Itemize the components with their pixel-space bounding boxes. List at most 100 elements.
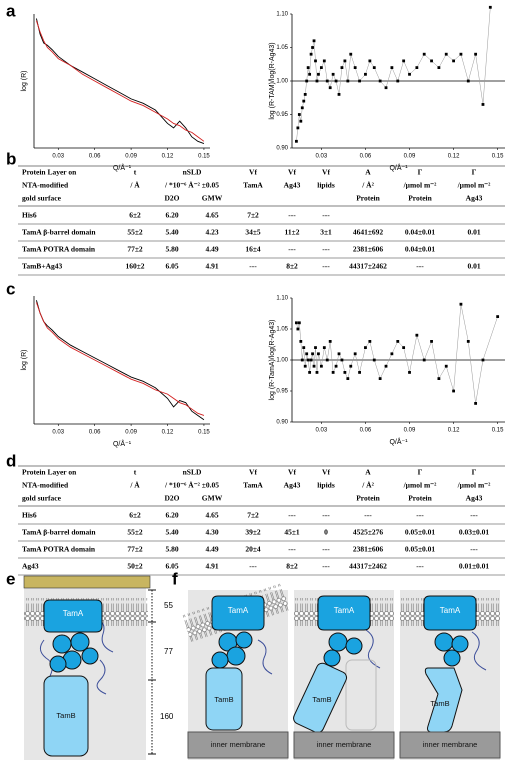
table-cell: TamA β-barrel domain bbox=[22, 228, 96, 237]
table-cell: 44317±2462 bbox=[349, 562, 387, 571]
point bbox=[299, 119, 303, 123]
table-cell: Ag43 bbox=[22, 562, 39, 571]
table-header: nSLD bbox=[183, 468, 202, 477]
point bbox=[325, 358, 329, 362]
point bbox=[300, 358, 304, 362]
table-header: Γ bbox=[472, 168, 477, 177]
tamb bbox=[205, 667, 243, 731]
table-header: Protein Layer on bbox=[22, 468, 77, 477]
point bbox=[430, 59, 433, 63]
point bbox=[306, 66, 310, 69]
x-tick-label: 0.12 bbox=[448, 154, 460, 160]
table-header: Protein bbox=[408, 194, 432, 203]
point bbox=[396, 340, 400, 343]
protein-label: TamB bbox=[430, 699, 449, 708]
point bbox=[408, 72, 411, 76]
protein-label: TamB bbox=[312, 695, 331, 704]
point bbox=[364, 346, 367, 349]
point bbox=[384, 364, 388, 368]
table-cell: --- bbox=[288, 245, 296, 254]
point bbox=[353, 352, 357, 356]
point bbox=[305, 79, 309, 83]
potra bbox=[226, 646, 246, 666]
point bbox=[305, 352, 309, 356]
table-header: / *10⁻⁶ Å⁻² ±0.05 bbox=[164, 181, 219, 190]
tama-barrel bbox=[423, 595, 477, 631]
table-cell: 6±2 bbox=[129, 211, 141, 220]
table-cell: --- bbox=[322, 545, 330, 554]
table-header: Vf bbox=[288, 468, 296, 477]
loop bbox=[257, 639, 273, 675]
x-axis-label: Q/Å⁻¹ bbox=[389, 437, 408, 446]
table-cell: 7±2 bbox=[247, 211, 259, 220]
point bbox=[444, 52, 448, 56]
table-cell: 6.20 bbox=[165, 511, 178, 520]
protein-label: TamA bbox=[63, 609, 84, 618]
point bbox=[368, 59, 372, 63]
table-cell: 34±5 bbox=[245, 228, 261, 237]
x-tick-label: 0.06 bbox=[89, 430, 101, 436]
panel-f-frame: TamA TamB inner membrane bbox=[182, 583, 290, 760]
point bbox=[444, 364, 448, 368]
y-tick-label: 0.90 bbox=[276, 146, 288, 152]
table-cell: --- bbox=[416, 511, 424, 520]
point bbox=[319, 66, 323, 69]
table-cell: 160±2 bbox=[125, 262, 144, 271]
point bbox=[331, 72, 335, 76]
y-axis-label: log (R-TAM)/log(R-Ag43) bbox=[269, 42, 276, 119]
table-header: Γ bbox=[472, 468, 477, 477]
point bbox=[343, 59, 347, 63]
table-header: nSLD bbox=[183, 168, 202, 177]
table-cell: 0.04±0.01 bbox=[405, 245, 436, 254]
point bbox=[481, 103, 485, 106]
table-cell: --- bbox=[322, 245, 330, 254]
point bbox=[311, 46, 314, 49]
potra bbox=[211, 651, 229, 669]
x-tick-label: 0.06 bbox=[360, 154, 372, 160]
table-header: Γ bbox=[418, 468, 423, 477]
scale-label: 77 bbox=[164, 647, 173, 656]
table-header: Protein bbox=[356, 194, 380, 203]
table-header: TamA bbox=[243, 181, 263, 190]
point bbox=[452, 389, 455, 393]
table-cell: TamA β-barrel domain bbox=[22, 528, 96, 537]
series-line bbox=[35, 20, 205, 142]
x-tick-label: 0.06 bbox=[360, 428, 372, 434]
table-header: Protein bbox=[408, 494, 432, 503]
point bbox=[334, 364, 338, 368]
tama-barrel bbox=[43, 599, 103, 633]
table-cell: 7±2 bbox=[247, 511, 259, 520]
x-tick-label: 0.09 bbox=[125, 430, 137, 436]
point bbox=[415, 66, 419, 69]
table-cell: --- bbox=[364, 511, 372, 520]
table-header: NTA-modified bbox=[22, 481, 69, 490]
x-tick-label: 0.03 bbox=[316, 428, 328, 434]
point bbox=[295, 321, 298, 325]
x-tick-label: 0.12 bbox=[162, 430, 174, 436]
x-tick-label: 0.09 bbox=[125, 154, 137, 160]
point bbox=[296, 327, 300, 331]
point bbox=[430, 340, 433, 343]
point bbox=[402, 59, 406, 63]
point bbox=[331, 371, 335, 374]
point bbox=[319, 364, 323, 368]
table-cell: 44317±2462 bbox=[349, 262, 387, 271]
table-header: GMW bbox=[202, 494, 223, 503]
table-cell: TamA POTRA domain bbox=[22, 245, 96, 254]
table-cell: 4.91 bbox=[205, 562, 218, 571]
point bbox=[303, 93, 307, 96]
x-tick-label: 0.03 bbox=[52, 430, 64, 436]
table-cell: --- bbox=[249, 562, 257, 571]
table-header: GMW bbox=[202, 194, 223, 203]
point bbox=[422, 52, 426, 56]
table-header: Vf bbox=[322, 168, 330, 177]
table-header: A bbox=[365, 168, 371, 177]
connector-line bbox=[296, 304, 498, 404]
table-header: Vf bbox=[322, 468, 330, 477]
point bbox=[308, 371, 312, 374]
point bbox=[496, 315, 500, 318]
point bbox=[334, 79, 338, 83]
x-tick-label: 0.12 bbox=[162, 154, 174, 160]
point bbox=[337, 352, 341, 356]
